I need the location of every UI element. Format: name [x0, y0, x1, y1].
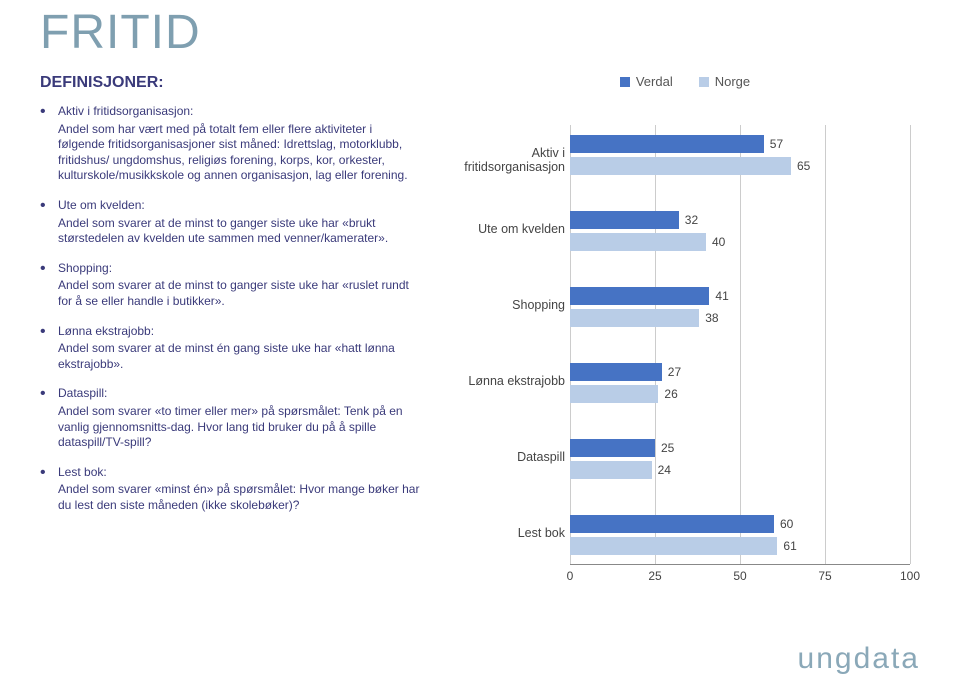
- definition-item: Lønna ekstrajobb:Andel som svarer at de …: [40, 324, 420, 373]
- chart-gridline: [825, 125, 826, 564]
- definitions-heading: DEFINISJONER:: [40, 74, 420, 92]
- chart-bar-value: 38: [705, 309, 718, 327]
- definition-desc: Andel som svarer «minst én» på spørsmåle…: [58, 482, 420, 513]
- definition-term: Shopping:: [58, 261, 420, 277]
- chart-x-tick-label: 25: [648, 569, 661, 583]
- legend-swatch: [699, 77, 709, 87]
- definition-term: Lønna ekstrajobb:: [58, 324, 420, 340]
- chart-plot-area: 57 65 32 40 41 38 27 26 25 24 60 61: [570, 125, 910, 565]
- definition-desc: Andel som svarer at de minst to ganger s…: [58, 216, 420, 247]
- chart-gridline: [655, 125, 656, 564]
- chart-bar: [570, 211, 679, 229]
- chart-bar: [570, 537, 777, 555]
- definition-item: Aktiv i fritidsorganisasjon: Andel som ha…: [40, 104, 420, 184]
- definitions-list: Aktiv i fritidsorganisasjon: Andel som ha…: [40, 104, 420, 513]
- chart-bar: [570, 385, 658, 403]
- chart-bar-value: 25: [661, 439, 674, 457]
- definitions-panel: DEFINISJONER: Aktiv i fritidsorganisasjo…: [40, 74, 420, 615]
- legend-item: Verdal: [620, 74, 673, 89]
- chart-gridline: [740, 125, 741, 564]
- content-columns: DEFINISJONER: Aktiv i fritidsorganisasjo…: [40, 74, 920, 615]
- definition-item: Lest bok:Andel som svarer «minst én» på …: [40, 465, 420, 514]
- definition-term: Ute om kvelden:: [58, 198, 420, 214]
- chart-x-tick-label: 100: [900, 569, 920, 583]
- chart-category-label: Aktiv i fritidsorganisasjon: [450, 147, 565, 175]
- page: FRITID DEFINISJONER: Aktiv i fritidsorga…: [0, 0, 960, 690]
- chart-bar-value: 61: [783, 537, 796, 555]
- chart-bar-value: 32: [685, 211, 698, 229]
- legend-item: Norge: [699, 74, 750, 89]
- definition-item: Shopping:Andel som svarer at de minst to…: [40, 261, 420, 310]
- definition-desc: Andel som svarer «to timer eller mer» på…: [58, 404, 420, 451]
- chart-bar: [570, 461, 652, 479]
- definition-desc: Andel som svarer at de minst to ganger s…: [58, 278, 420, 309]
- definition-term: Dataspill:: [58, 386, 420, 402]
- chart-category-label: Shopping: [450, 299, 565, 313]
- chart-category-label: Lest bok: [450, 527, 565, 541]
- definition-item: Dataspill: Andel som svarer «to timer ell…: [40, 386, 420, 450]
- definition-item: Ute om kvelden: Andel som svarer at de mi…: [40, 198, 420, 247]
- chart-gridline: [570, 125, 571, 564]
- chart-x-tick-label: 75: [818, 569, 831, 583]
- chart-bar-value: 26: [664, 385, 677, 403]
- legend-label: Norge: [715, 74, 750, 89]
- chart-bar: [570, 363, 662, 381]
- legend-label: Verdal: [636, 74, 673, 89]
- chart-bar: [570, 439, 655, 457]
- chart-bar-value: 57: [770, 135, 783, 153]
- definition-desc: Andel som har vært med på totalt fem ell…: [58, 122, 420, 184]
- legend-swatch: [620, 77, 630, 87]
- chart-bar: [570, 515, 774, 533]
- chart-bar: [570, 157, 791, 175]
- chart-category-label: Ute om kvelden: [450, 223, 565, 237]
- chart-gridline: [910, 125, 911, 564]
- chart-bar-value: 24: [658, 461, 671, 479]
- chart-legend: Verdal Norge: [450, 74, 920, 89]
- bar-chart: 57 65 32 40 41 38 27 26 25 24 60 61 Aktiv i fritids…: [450, 95, 920, 615]
- chart-bar-value: 60: [780, 515, 793, 533]
- chart-bar-value: 27: [668, 363, 681, 381]
- chart-bar-value: 40: [712, 233, 725, 251]
- chart-bar-value: 65: [797, 157, 810, 175]
- chart-bar: [570, 287, 709, 305]
- definition-term: Aktiv i fritidsorganisasjon:: [58, 104, 420, 120]
- page-title: FRITID: [40, 5, 920, 60]
- chart-category-label: Lønna ekstrajobb: [450, 375, 565, 389]
- chart-bar: [570, 233, 706, 251]
- chart-bar: [570, 135, 764, 153]
- chart-category-label: Dataspill: [450, 451, 565, 465]
- chart-x-tick-label: 50: [733, 569, 746, 583]
- chart-bar-value: 41: [715, 287, 728, 305]
- brand-logo: ungdata: [798, 642, 920, 676]
- chart-panel: Verdal Norge 57 65 32 40 41 38 27 26 25 24 60 61 Akt…: [450, 74, 920, 615]
- chart-x-tick-label: 0: [567, 569, 574, 583]
- chart-bar: [570, 309, 699, 327]
- definition-desc: Andel som svarer at de minst én gang sis…: [58, 341, 420, 372]
- definition-term: Lest bok:: [58, 465, 420, 481]
